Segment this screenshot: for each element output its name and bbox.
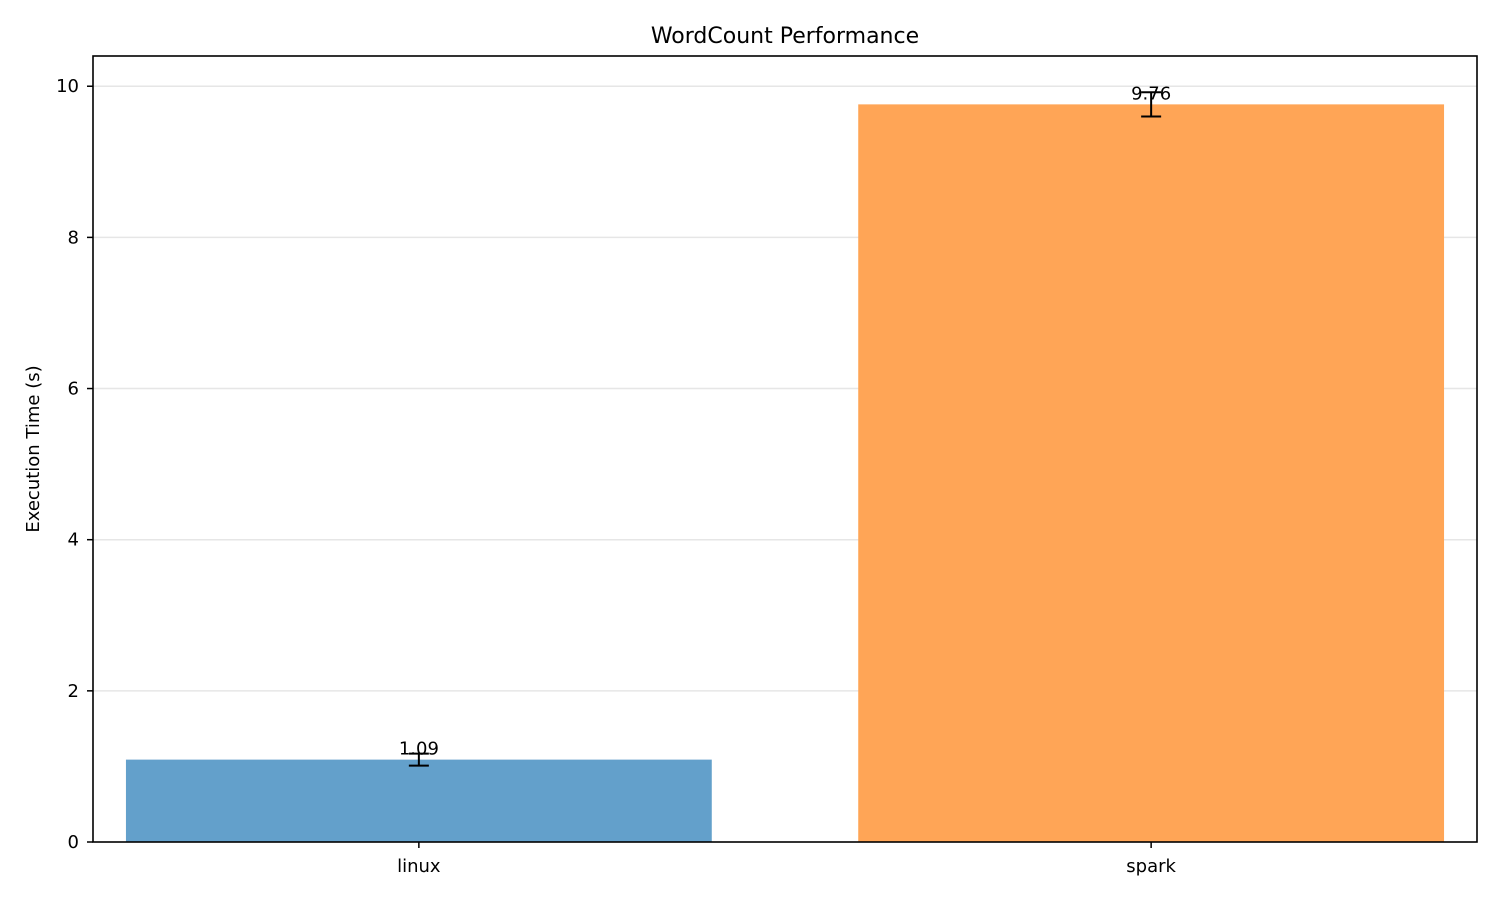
plot-frame [92,55,1478,843]
y-tick-label: 10 [56,76,79,97]
y-tick-label: 0 [68,832,79,853]
bar-linux [125,759,712,842]
bars [125,104,1445,842]
y-tick-label: 6 [68,379,79,400]
error-bars [408,91,1162,767]
data-label: 1.09 [399,739,439,760]
x-tick-label: spark [1126,856,1176,877]
data-label: 9.76 [1131,83,1171,104]
bar-spark [858,104,1445,842]
data-labels: 1.09 9.76 [399,83,1171,759]
y-tick-label: 4 [68,530,79,551]
x-tick-label: linux [397,856,441,877]
y-tick-label: 8 [68,227,79,248]
y-axis-label: Execution Time (s) [23,365,44,532]
x-axis-ticks: linux spark [397,842,1177,877]
y-axis-ticks: 0 2 4 6 8 10 [56,76,93,853]
chart-title: WordCount Performance [651,24,919,49]
y-tick-label: 2 [68,681,79,702]
axes-frame [92,55,1478,843]
